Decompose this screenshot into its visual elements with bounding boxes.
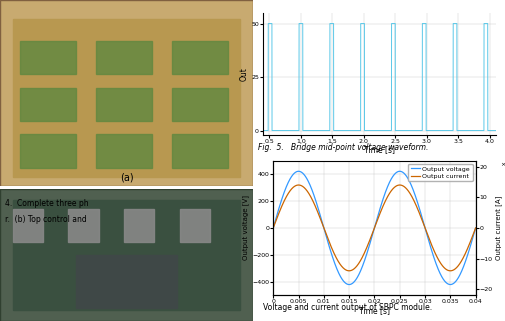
Text: ×10⁻⁴: ×10⁻⁴ [499,162,505,167]
Bar [13,19,240,177]
Text: Voltage and current output of SBPC module.: Voltage and current output of SBPC modul… [263,303,431,312]
Bar [172,88,227,121]
Bar [172,41,227,74]
Output voltage [466,246,472,250]
Text: r.  (b) Top control and: r. (b) Top control and [5,215,87,224]
Output current [466,241,472,245]
Output voltage [280,192,286,196]
Output current [280,200,286,204]
Output current [270,226,276,230]
Bar [179,209,210,242]
Output voltage [446,282,452,286]
Bar [124,209,154,242]
Text: Fig.  5.   Bridge mid-point voltage waveform.: Fig. 5. Bridge mid-point voltage wavefor… [258,143,428,152]
Y-axis label: Output current [A]: Output current [A] [495,196,501,260]
Bar [68,209,98,242]
Output current [472,226,478,230]
Output voltage [363,253,369,257]
Output voltage [429,252,435,256]
Output voltage [270,226,276,230]
Output current [466,241,472,245]
Text: 4.  Complete three ph: 4. Complete three ph [5,199,88,208]
Bar [96,134,152,168]
Line: Output current: Output current [273,185,475,271]
Bar [172,134,227,168]
Bar [20,134,76,168]
X-axis label: Time [s]: Time [s] [363,145,394,154]
Bar [13,200,240,310]
Bar [96,88,152,121]
Output current [363,247,369,250]
Bar [20,41,76,74]
X-axis label: Time [s]: Time [s] [358,306,389,315]
Output voltage [368,235,374,239]
Output current [295,183,301,187]
Bar [76,255,177,308]
Y-axis label: Out: Out [239,67,248,81]
Bar [96,41,152,74]
Line: Output voltage: Output voltage [273,171,475,284]
Output voltage [466,246,472,249]
Y-axis label: Output voltage [V]: Output voltage [V] [242,195,249,260]
Output voltage [295,169,301,173]
Output current [446,269,452,273]
Legend: Output voltage, Output current: Output voltage, Output current [407,164,472,181]
Output current [368,233,374,237]
Output current [429,246,435,249]
Text: (a): (a) [120,172,133,182]
Bar [13,209,43,242]
Bar [20,88,76,121]
Output voltage [472,226,478,230]
